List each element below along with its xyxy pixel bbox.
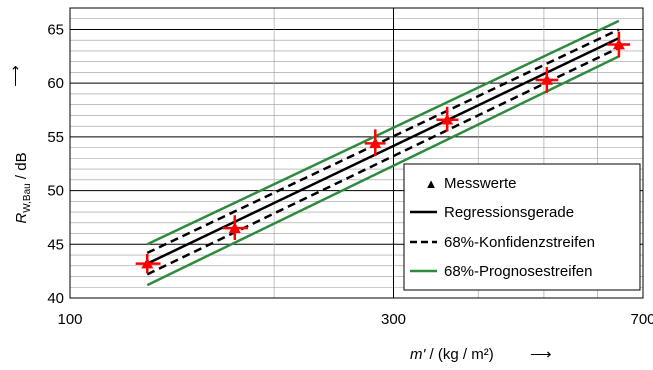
data-point-marker bbox=[612, 38, 625, 50]
y-tick-label: 65 bbox=[47, 21, 64, 38]
legend-label-prognose: 68%-Prognosestreifen bbox=[444, 263, 592, 280]
prognose-lower-line bbox=[146, 55, 620, 287]
legend: ▲ Messwerte Regressionsgerade 68%-Konfid… bbox=[403, 163, 641, 291]
y-axis-title: RW,Bau / dB bbox=[13, 152, 33, 223]
point-layer bbox=[135, 31, 631, 274]
konfidenz-upper-line bbox=[146, 28, 620, 255]
legend-box bbox=[403, 163, 641, 291]
x-tick-label: 100 bbox=[57, 311, 82, 328]
legend-label-regression: Regressionsgerade bbox=[444, 204, 574, 221]
y-tick-label: 50 bbox=[47, 183, 64, 200]
legend-label-messwerte: Messwerte bbox=[444, 175, 517, 192]
tick-layer: 40 45 50 55 60 65 100 300 700 bbox=[47, 21, 653, 328]
data-point-marker bbox=[228, 222, 241, 233]
y-tick-label: 45 bbox=[47, 236, 64, 253]
x-tick-label: 700 bbox=[630, 311, 653, 328]
x-axis-arrow: ⟶ bbox=[530, 346, 552, 363]
y-tick-label: 60 bbox=[47, 75, 64, 92]
data-point-marker bbox=[540, 73, 553, 85]
data-point-marker bbox=[441, 113, 454, 125]
konfidenz-lower-line bbox=[146, 46, 620, 276]
legend-marker-messwerte: ▲ bbox=[425, 176, 438, 191]
regression-line bbox=[146, 36, 620, 265]
x-tick-label: 300 bbox=[381, 311, 406, 328]
data-point-marker bbox=[369, 137, 382, 149]
y-axis-arrow: ⟶ bbox=[7, 65, 24, 87]
data-point-marker bbox=[141, 257, 154, 269]
legend-label-konfidenz: 68%-Konfidenzstreifen bbox=[444, 234, 595, 251]
y-axis-arrow-group: ⟶ bbox=[7, 65, 24, 87]
y-axis-title-group: RW,Bau / dB bbox=[13, 152, 33, 223]
y-tick-label: 55 bbox=[47, 129, 64, 146]
x-axis-title: m' / (kg / m²) bbox=[410, 346, 494, 363]
y-tick-label: 40 bbox=[47, 290, 64, 307]
prognose-upper-line bbox=[146, 19, 620, 246]
plot-frame bbox=[69, 7, 644, 299]
band-layer bbox=[146, 19, 620, 287]
